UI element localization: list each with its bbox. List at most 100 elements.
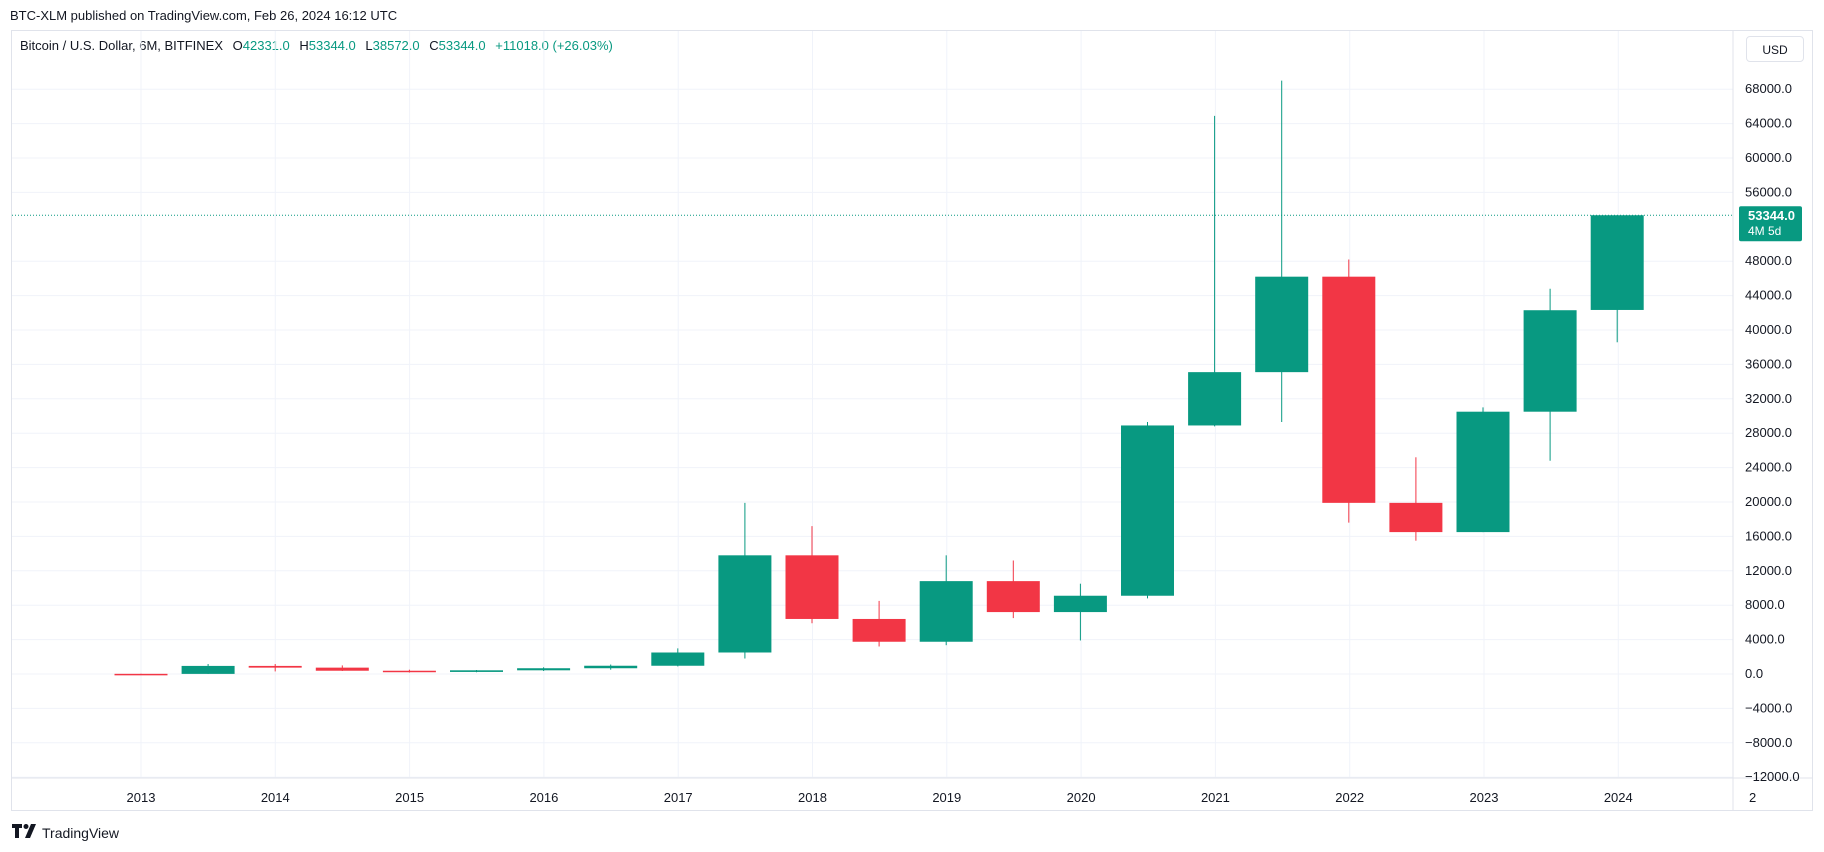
candle-body [1188,372,1242,426]
year-tick-label: 2022 [1335,790,1364,805]
candle [1523,288,1577,461]
candle-body [315,667,369,671]
high-label: H [299,38,309,53]
candle [315,665,369,671]
countdown-label: 4M 5d [1748,224,1781,238]
year-tick-label: 2020 [1067,790,1096,805]
year-tick-label: 2017 [664,790,693,805]
last-price-marker: 53344.04M 5d [12,206,1802,242]
brand-name: TradingView [42,824,120,841]
candle [248,664,302,672]
price-axis: 68000.0 64000.0 60000.0 56000.0 48000.0 44000… [1745,81,1800,784]
price-tick-label: 20000.0 [1745,494,1792,509]
candle-body [1255,276,1309,373]
candle [1255,80,1309,423]
candle-body [382,670,436,673]
candle [114,673,168,676]
open-label: O [232,38,243,53]
year-tick-label: 2018 [798,790,827,805]
year-tick-label: 2013 [127,790,156,805]
price-tick-label: 60000.0 [1745,150,1792,165]
year-tick-label: 2014 [261,790,290,805]
candle-body [1389,502,1443,533]
candle [1389,457,1443,541]
candle-body [651,652,705,666]
time-axis: 2013 2014 2015 2016 2017 2018 2019 2020 2021 2022… [127,790,1757,805]
price-tick-label: −12000.0 [1745,769,1800,784]
candle [986,560,1040,619]
low-label: L [365,38,373,53]
year-tick-label: 2023 [1470,790,1499,805]
published-line: BTC-XLM published on TradingView.com, Fe… [10,8,398,23]
candle [718,502,772,659]
price-tick-label: 28000.0 [1745,425,1792,440]
price-tick-label: 32000.0 [1745,391,1792,406]
candle-body [248,665,302,668]
candle [919,555,973,646]
price-tick-label: 48000.0 [1745,253,1792,268]
candle [651,648,705,667]
last-price-label: 53344.0 [1748,208,1795,223]
year-tick-label: 2021 [1201,790,1230,805]
change-value: +11018.0 (+26.03%) [495,38,613,53]
candle-body [1053,595,1107,613]
price-tick-label: 12000.0 [1745,563,1792,578]
year-tick-label: 2024 [1604,790,1633,805]
price-tick-label: 16000.0 [1745,528,1792,543]
low-value: 38572.0 [372,38,420,53]
high-value: 53344.0 [308,38,356,53]
candle-body [1322,276,1376,503]
close-value: 53344.0 [438,38,486,53]
candle [1121,422,1174,599]
price-tick-label: −8000.0 [1745,735,1792,750]
year-tick-label: 2016 [529,790,558,805]
candle [450,669,503,673]
candle-body [1456,411,1510,533]
price-tick-label: 8000.0 [1745,597,1785,612]
candle [382,669,436,673]
candle-body [986,581,1040,613]
candle-body [852,618,906,642]
candles [114,80,1644,676]
candle-body [450,670,503,672]
price-tick-label: 0.0 [1745,666,1763,681]
candle-body [1590,215,1644,310]
candle [1188,115,1242,427]
year-tick-label: 2019 [932,790,961,805]
open-value: 42331.0 [242,38,290,53]
candle [181,664,235,674]
currency-button[interactable]: USD [1746,36,1804,62]
price-tick-label: 36000.0 [1745,356,1792,371]
symbol-title[interactable]: Bitcoin / U.S. Dollar, 6M, BITFINEX [20,38,223,53]
price-tick-label: 56000.0 [1745,184,1792,199]
candle-body [517,668,571,671]
chart-frame [11,30,1813,811]
price-tick-label: 68000.0 [1745,81,1792,96]
footer-brand[interactable]: TradingView [12,824,119,841]
candle-body [114,673,168,676]
candle [584,664,638,670]
candle-body [584,665,638,669]
price-tick-label: 4000.0 [1745,632,1785,647]
grid-lines [12,31,1812,810]
candle-body [181,665,235,674]
price-tick-label: 40000.0 [1745,322,1792,337]
candle-body [1121,425,1174,596]
price-tick-label: −4000.0 [1745,700,1792,715]
candle-body [718,555,772,653]
candle [852,600,906,647]
candle [1590,215,1644,343]
last-price-badge [1739,206,1802,242]
candle [1053,583,1107,641]
price-tick-label: 64000.0 [1745,116,1792,131]
candle [1456,407,1510,533]
candle-body [919,581,973,642]
price-tick-label: 24000.0 [1745,460,1792,475]
close-label: C [429,38,439,53]
candle [785,526,839,624]
price-tick-label: 44000.0 [1745,288,1792,303]
symbol-legend: Bitcoin / U.S. Dollar, 6M, BITFINEX O423… [20,38,613,53]
candle-body [1523,310,1577,412]
candle [1322,259,1376,523]
